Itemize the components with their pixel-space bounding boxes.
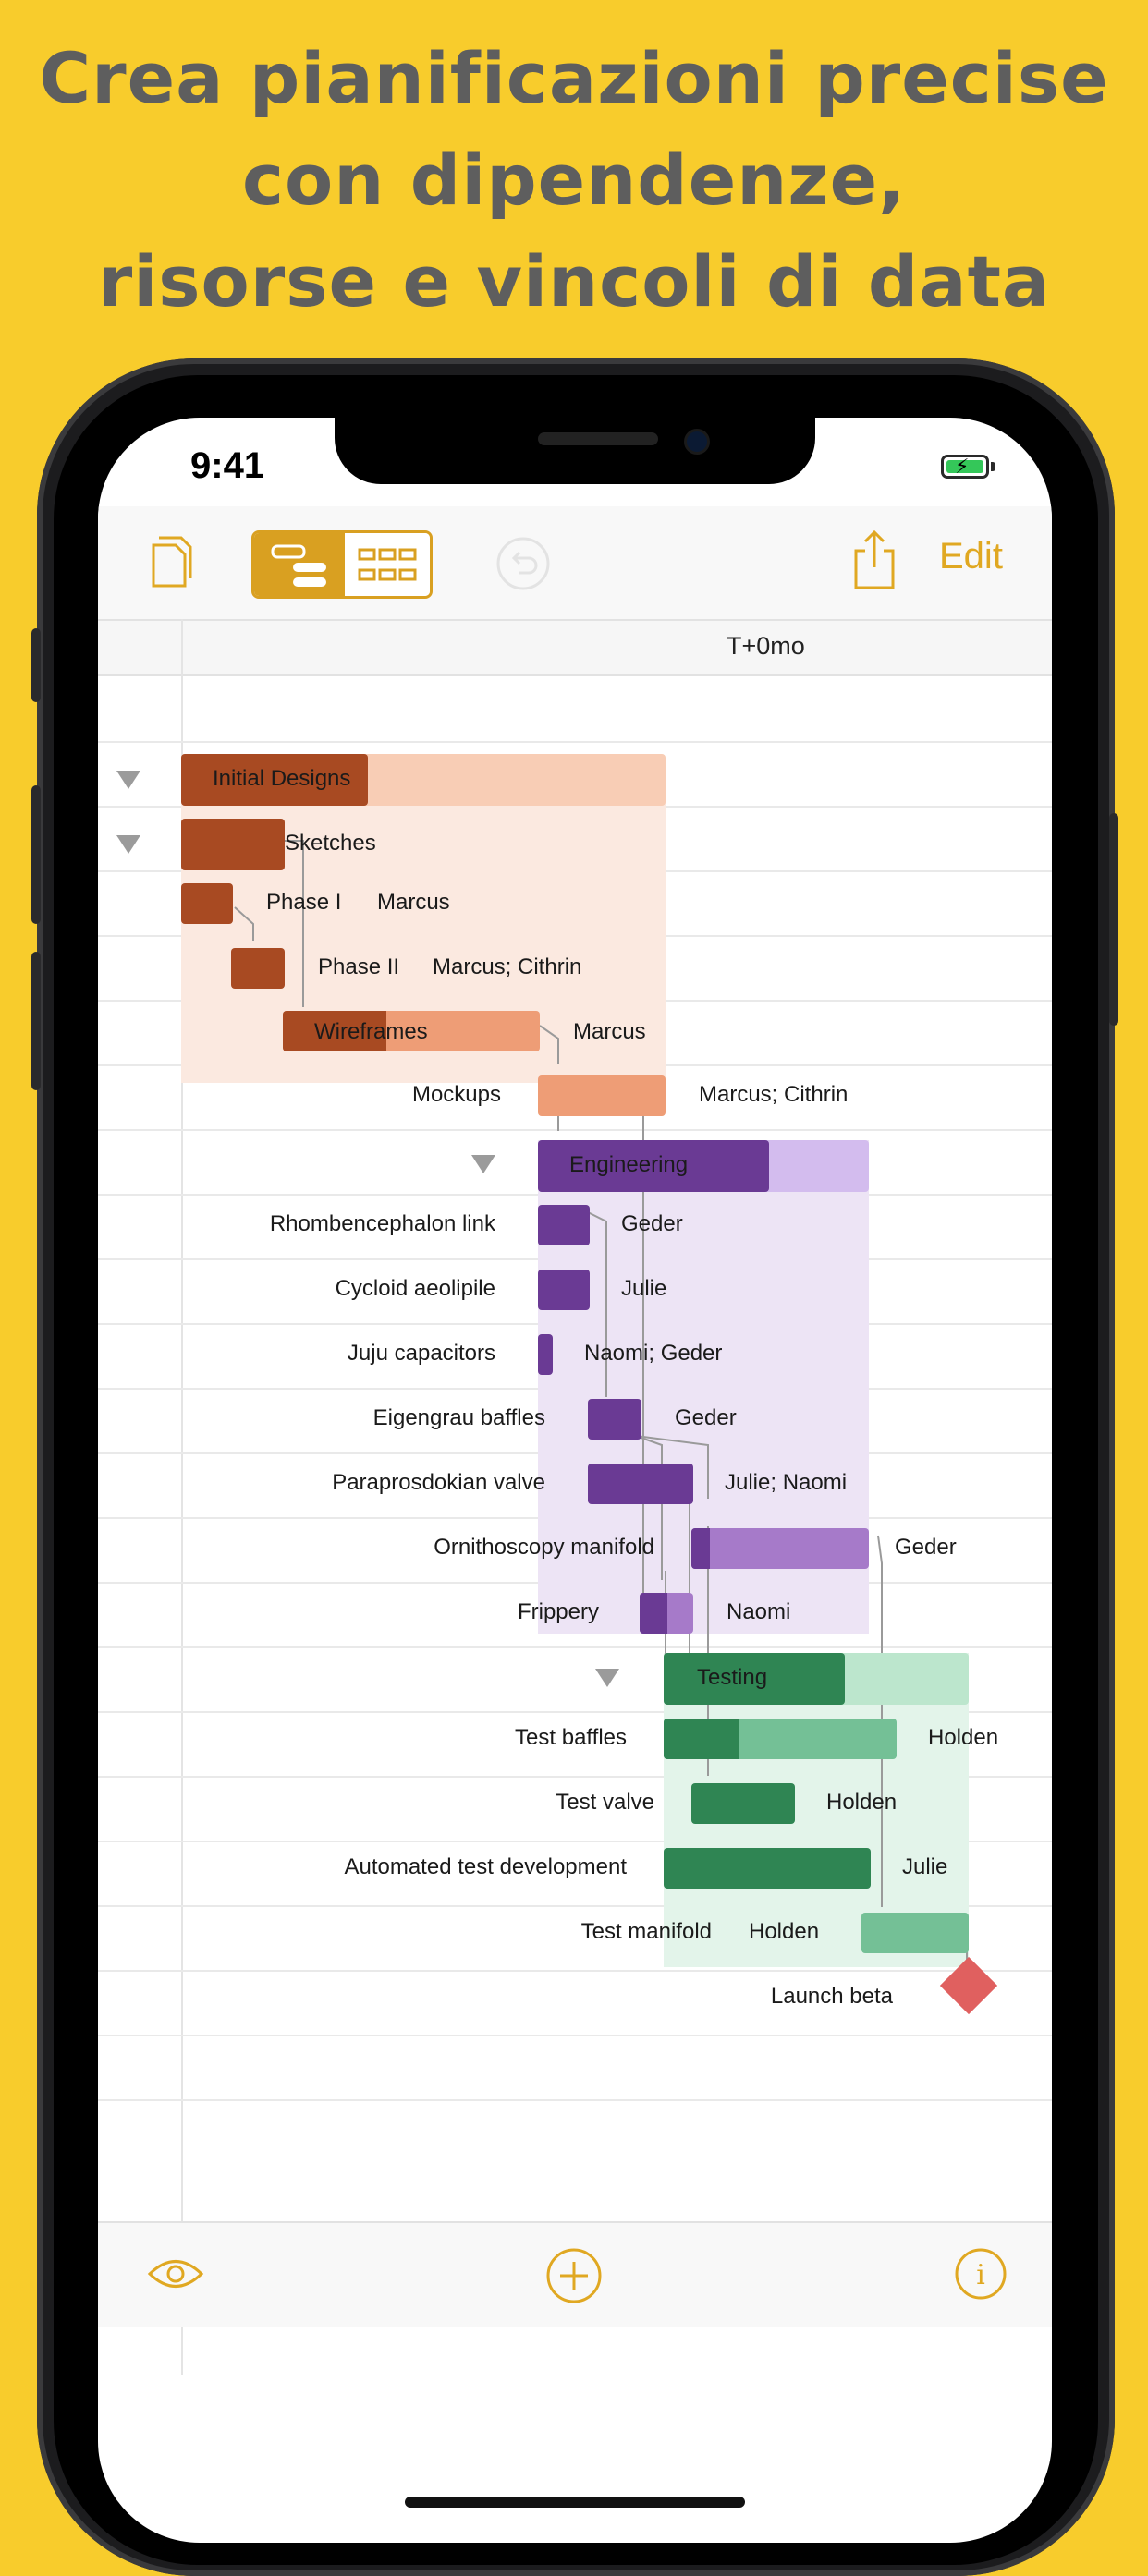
- plus-circle-icon[interactable]: [545, 2247, 603, 2304]
- wireframes-resource: Marcus: [573, 1019, 646, 1044]
- mockups-resource: Marcus; Cithrin: [699, 1082, 849, 1107]
- headline-line-3: risorse e vincoli di data: [97, 240, 1051, 322]
- speaker-grille: [538, 432, 658, 445]
- juju-resource: Naomi; Geder: [584, 1341, 723, 1366]
- share-icon[interactable]: [849, 527, 900, 593]
- test-baffles-resource: Holden: [928, 1725, 999, 1750]
- test-manifold-label: Test manifold: [580, 1919, 712, 1944]
- phase2-bar[interactable]: [231, 948, 285, 989]
- notch: [335, 418, 815, 484]
- test-valve-label: Test valve: [556, 1790, 654, 1815]
- phase1-bar[interactable]: [181, 883, 233, 924]
- headline-line-1: Crea pianificazioni precise: [39, 37, 1109, 119]
- documents-icon[interactable]: [140, 532, 196, 591]
- parapros-label: Paraprosdokian valve: [332, 1470, 545, 1495]
- eigengrau-label: Eigengrau baffles: [372, 1405, 545, 1430]
- rhomb-bar[interactable]: [538, 1205, 590, 1245]
- promo-headline: Crea pianificazioni precise con dipenden…: [0, 28, 1148, 333]
- phase1-label: Phase I: [266, 890, 342, 915]
- disclosure-triangle-design[interactable]: [116, 771, 140, 789]
- testing-group-label: Testing: [697, 1665, 768, 1690]
- headline-line-2: con dipendenze,: [241, 139, 907, 221]
- battery-icon: ⚡: [941, 455, 989, 479]
- phase2-resource: Marcus; Cithrin: [433, 954, 582, 979]
- parapros-bar[interactable]: [588, 1464, 693, 1504]
- eye-icon[interactable]: [146, 2251, 205, 2297]
- test-valve-bar[interactable]: [691, 1783, 795, 1824]
- cycloid-resource: Julie: [621, 1276, 667, 1301]
- test-baffles-label: Test baffles: [515, 1725, 627, 1750]
- disclosure-triangle-testing[interactable]: [595, 1669, 619, 1687]
- timeline-scale-label: T+0mo: [727, 632, 805, 660]
- ornitho-bar-remaining[interactable]: [691, 1528, 869, 1569]
- eigengrau-resource: Geder: [675, 1405, 737, 1430]
- frippery-label: Frippery: [517, 1599, 599, 1624]
- sketches-label: Sketches: [285, 831, 376, 856]
- frippery-resource: Naomi: [727, 1599, 791, 1624]
- launch-label: Launch beta: [770, 1984, 893, 2009]
- power-button: [1109, 813, 1118, 1026]
- disclosure-triangle-engineering[interactable]: [471, 1155, 495, 1173]
- design-group-label: Initial Designs: [213, 766, 351, 791]
- undo-icon[interactable]: [495, 536, 551, 591]
- edit-button[interactable]: Edit: [939, 536, 1003, 577]
- auto-test-label: Automated test development: [344, 1854, 627, 1879]
- design-group-bar[interactable]: [181, 754, 368, 806]
- info-icon[interactable]: i: [954, 2247, 1008, 2301]
- wireframes-bar-progress[interactable]: [283, 1011, 386, 1051]
- juju-bar[interactable]: [538, 1334, 553, 1375]
- wireframes-label: Wireframes: [314, 1019, 428, 1044]
- phase2-label: Phase II: [318, 954, 400, 979]
- outline-column-divider: [181, 619, 183, 2375]
- phase1-resource: Marcus: [377, 890, 450, 915]
- parapros-resource: Julie; Naomi: [725, 1470, 848, 1495]
- ornitho-bar-progress[interactable]: [691, 1528, 710, 1569]
- mockups-label: Mockups: [411, 1082, 501, 1107]
- test-valve-resource: Holden: [826, 1790, 898, 1815]
- auto-test-resource: Julie: [902, 1854, 948, 1879]
- volume-up-button: [31, 785, 41, 924]
- top-toolbar: Edit: [98, 506, 1052, 619]
- status-time: 9:41: [190, 445, 265, 486]
- ornitho-resource: Geder: [895, 1535, 957, 1560]
- volume-down-button: [31, 952, 41, 1090]
- testing-group-bar[interactable]: [664, 1653, 845, 1705]
- mute-switch: [31, 628, 41, 702]
- disclosure-triangle-sketches[interactable]: [116, 835, 140, 854]
- svg-text:i: i: [976, 2259, 985, 2291]
- juju-label: Juju capacitors: [347, 1341, 495, 1366]
- ornitho-label: Ornithoscopy manifold: [434, 1535, 654, 1560]
- test-manifold-bar[interactable]: [861, 1913, 969, 1953]
- rhomb-resource: Geder: [621, 1211, 683, 1236]
- app-screen: 9:41 ⚡: [98, 418, 1052, 2543]
- test-manifold-resource: Holden: [749, 1919, 820, 1944]
- sketches-bar[interactable]: [181, 819, 285, 870]
- engineering-group-bar[interactable]: [538, 1140, 769, 1192]
- timeline-header: T+0mo: [98, 619, 1052, 676]
- rhomb-label: Rhombencephalon link: [269, 1211, 495, 1236]
- frippery-bar-progress[interactable]: [640, 1593, 667, 1634]
- front-camera: [684, 429, 710, 455]
- bottom-toolbar: i: [98, 2221, 1052, 2327]
- view-mode-toggle[interactable]: [251, 530, 433, 599]
- resource-view-icon[interactable]: [345, 533, 430, 596]
- cycloid-bar[interactable]: [538, 1270, 590, 1310]
- cycloid-label: Cycloid aeolipile: [335, 1276, 495, 1301]
- mockups-bar[interactable]: [538, 1075, 666, 1116]
- home-indicator[interactable]: [405, 2497, 745, 2508]
- auto-test-bar[interactable]: [664, 1848, 871, 1889]
- engineering-group-label: Engineering: [569, 1152, 689, 1177]
- test-baffles-bar-progress[interactable]: [664, 1719, 739, 1759]
- gantt-view-icon[interactable]: [254, 533, 345, 596]
- eigengrau-bar[interactable]: [588, 1399, 641, 1440]
